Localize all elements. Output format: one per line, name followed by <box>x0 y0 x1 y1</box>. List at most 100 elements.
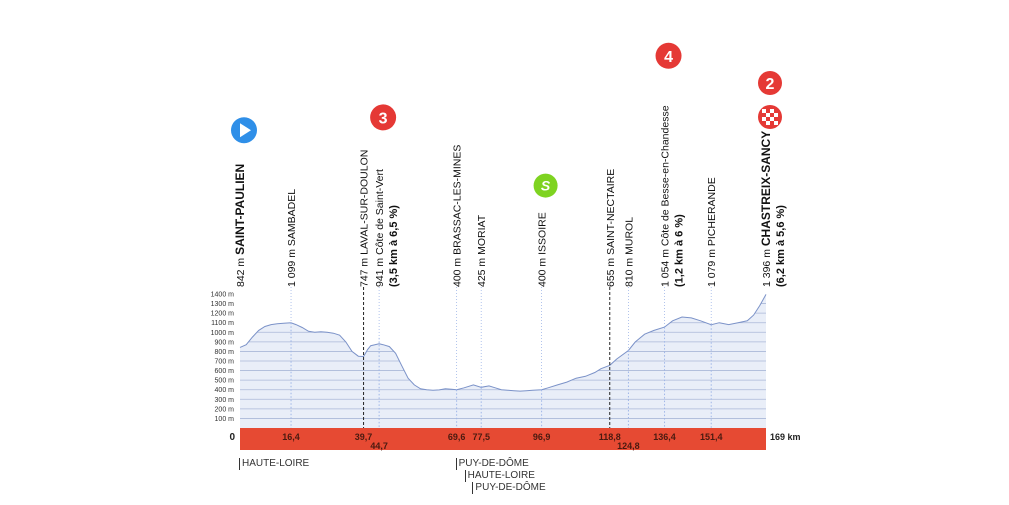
finish-icon: 2 <box>758 71 782 129</box>
marker-label-group: 400 m BRASSAC-LES-MINES <box>452 145 464 287</box>
marker-label-group: 842 m SAINT-PAULIEN <box>233 164 247 287</box>
marker-label: 747 m LAVAL-SUR-DOULON <box>359 150 371 287</box>
marker-label-group: 1 396 m CHASTREIX-SANCY (6,2 km à 5,6 %) <box>759 131 787 287</box>
marker-name: PICHERANDE <box>706 177 718 246</box>
marker-label: 810 m MUROL <box>623 217 635 287</box>
marker-elevation: 1 054 m <box>660 246 672 287</box>
marker-label: 1 079 m PICHERANDE <box>706 177 718 287</box>
marker-label-group: 1 099 m SAMBADEL <box>286 189 298 287</box>
y-tick-label: 800 m <box>215 349 235 356</box>
marker-name: ISSOIRE <box>537 212 549 255</box>
marker-name: CHASTREIX-SANCY <box>759 131 773 246</box>
sprint-icon-circle <box>533 173 558 198</box>
marker-label: 941 m Côte de Saint-Vert <box>374 169 386 287</box>
y-tick-label: 1400 m <box>211 292 235 299</box>
marker-label: 655 m SAINT-NECTAIRE <box>605 169 617 287</box>
distance-label: 16,4 <box>282 432 300 442</box>
distance-label: 69,6 <box>448 432 466 442</box>
marker-label-group: 941 m Côte de Saint-Vert (3,5 km à 6,5 %) <box>374 169 400 287</box>
y-tick-label: 200 m <box>215 406 235 413</box>
marker-elevation: 1 079 m <box>706 246 718 287</box>
marker-name: BRASSAC-LES-MINES <box>452 145 464 255</box>
marker-elevation: 425 m <box>476 255 488 287</box>
marker-elevation: 400 m <box>537 255 549 287</box>
climb-category-icon <box>758 71 782 95</box>
marker-label: 842 m SAINT-PAULIEN <box>233 164 247 287</box>
region-label: PUY-DE-DÔME <box>472 482 546 494</box>
sprint-icon-letter: S <box>541 178 551 194</box>
marker-label-group: 1 054 m Côte de Besse-en-Chandesse(1,2 k… <box>660 105 686 287</box>
marker-sub-label: (3,5 km à 6,5 %) <box>388 205 400 287</box>
y-tick-label: 1000 m <box>211 330 235 337</box>
profile-area <box>240 294 766 428</box>
marker-elevation: 747 m <box>359 255 371 287</box>
marker-name: SAINT-NECTAIRE <box>605 169 617 255</box>
distance-label: 77,5 <box>472 432 490 442</box>
marker-name: Côte de Besse-en-Chandesse <box>660 105 672 246</box>
y-tick-label: 900 m <box>215 339 235 346</box>
distance-label: 124,8 <box>617 441 640 451</box>
marker-elevation: 810 m <box>623 255 635 287</box>
distance-label: 39,7 <box>355 432 373 442</box>
climb-category-icon: 4 <box>655 42 682 69</box>
marker-name: MORIAT <box>476 214 488 255</box>
climb-category-number: 3 <box>379 110 388 127</box>
start-icon <box>231 117 257 144</box>
y-tick-label: 400 m <box>215 387 235 394</box>
y-tick-label: 1100 m <box>211 320 234 327</box>
climb-category-icon: 3 <box>370 104 397 131</box>
climb-category-circle <box>370 104 397 131</box>
marker-sub-label: (1,2 km à 6 %) <box>674 214 686 287</box>
marker-name: MUROL <box>623 217 635 255</box>
marker-label-group: 400 m ISSOIRE <box>537 212 549 287</box>
marker-label-group: 425 m MORIAT <box>476 214 488 287</box>
marker-label: 1 099 m SAMBADEL <box>286 189 298 287</box>
distance-band <box>240 428 766 450</box>
climb-category-circle <box>655 42 682 69</box>
region-label: HAUTE-LOIRE <box>238 458 310 470</box>
marker-label: 400 m BRASSAC-LES-MINES <box>452 145 464 287</box>
marker-label: 425 m MORIAT <box>476 214 488 287</box>
y-tick-label: 100 m <box>215 416 235 423</box>
marker-name: SAMBADEL <box>286 189 298 246</box>
finish-icon-check <box>770 109 774 113</box>
marker-label-group: 1 079 m PICHERANDE <box>706 177 718 287</box>
distance-label: 151,4 <box>700 432 723 442</box>
climb-category-number: 4 <box>664 49 673 66</box>
finish-icon-check <box>766 121 770 125</box>
finish-icon-check <box>774 121 778 125</box>
distance-label: 96,9 <box>533 432 551 442</box>
y-tick-label: 500 m <box>215 378 235 385</box>
distance-label: 136,4 <box>653 432 676 442</box>
start-icon-arrow <box>240 123 251 138</box>
region-label: PUY-DE-DÔME <box>455 458 529 470</box>
distance-label: 44,7 <box>370 441 388 451</box>
y-tick-label: 300 m <box>215 397 235 404</box>
finish-icon-check <box>762 117 766 121</box>
marker-elevation: 1 099 m <box>286 246 298 287</box>
region-label: HAUTE-LOIRE <box>464 470 535 482</box>
marker-label-group: 655 m SAINT-NECTAIRE <box>605 169 617 287</box>
finish-icon-check <box>762 109 766 113</box>
marker-sub-label: (6,2 km à 5,6 %) <box>775 205 787 287</box>
marker-name: LAVAL-SUR-DOULON <box>359 150 371 255</box>
marker-elevation: 655 m <box>605 255 617 287</box>
marker-name: Côte de Saint-Vert <box>374 169 386 255</box>
finish-icon-check <box>766 113 770 117</box>
marker-label: 1 396 m CHASTREIX-SANCY <box>759 131 773 287</box>
y-tick-label: 1200 m <box>211 311 235 318</box>
marker-label: 400 m ISSOIRE <box>537 212 549 287</box>
y-tick-label: 700 m <box>215 359 235 366</box>
sprint-icon: S <box>533 173 558 198</box>
profile-line <box>239 294 767 392</box>
marker-label-group: 810 m MUROL <box>623 217 635 287</box>
finish-icon-check <box>770 117 774 121</box>
y-tick-label-zero: 0 <box>229 432 235 443</box>
marker-label-group: 747 m LAVAL-SUR-DOULON <box>359 150 371 287</box>
marker-elevation: 400 m <box>452 255 464 287</box>
y-tick-label: 1300 m <box>211 301 235 308</box>
marker-label: 1 054 m Côte de Besse-en-Chandesse <box>660 105 672 287</box>
distance-label: 169 km <box>770 432 801 442</box>
